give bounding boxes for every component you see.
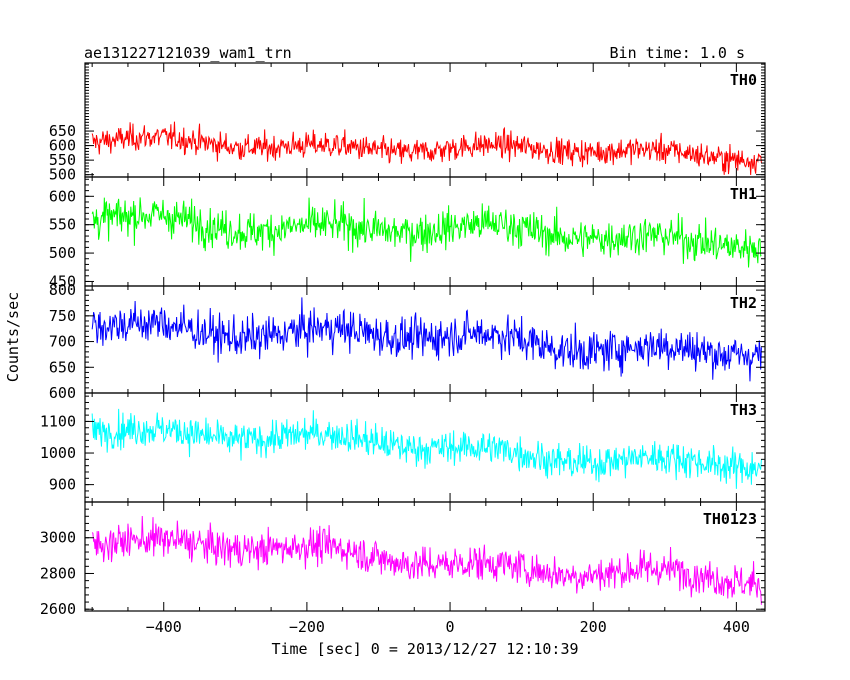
y-tick-label: 600 [49,137,76,155]
y-tick-label: 550 [49,151,76,169]
series-line-th0 [91,121,762,175]
y-tick-label: 650 [49,358,76,376]
y-tick-label: 700 [49,333,76,351]
panel-frame [84,501,766,612]
x-tick-label: 400 [723,618,750,636]
y-tick-label: 3000 [40,529,76,547]
y-tick-label: 1100 [40,412,76,430]
x-tick-label: 0 [446,618,455,636]
panel-th0123: 2600 2800 3000 TH0123 [40,501,766,618]
panel-frame [84,392,766,503]
y-tick-label: 600 [49,384,76,402]
panel-label-th0123: TH0123 [703,510,757,528]
panel-label-th3: TH3 [730,401,757,419]
y-tick-label: 500 [49,166,76,184]
y-tick-label: 1000 [40,444,76,462]
y-tick-label: 2800 [40,564,76,582]
series-line-th3 [91,408,762,489]
x-tick-label: 200 [580,618,607,636]
y-tick-label: 750 [49,307,76,325]
y-tick-label: 800 [49,281,76,299]
y-tick-label: 900 [49,476,76,494]
series-line-th0123 [91,515,762,605]
y-tick-label: 2600 [40,600,76,618]
y-tick-label: 600 [49,187,76,205]
panel-th2: 600 650 700 750 800 TH2 [49,281,766,402]
series-line-th1 [91,197,762,268]
x-tick-label: −400 [146,618,182,636]
y-tick-label: 500 [49,244,76,262]
y-tick-label: 450 [49,272,76,290]
bin-time-label: Bin time: 1.0 s [609,44,745,62]
series-line-th2 [91,297,762,382]
y-axis-label: Counts/sec [4,292,22,382]
plot-title: ae131227121039_wam1_trn [84,44,292,62]
panel-th1: 450 500 550 600 TH1 [49,176,766,290]
y-tick-label: 650 [49,122,76,140]
panel-label-th2: TH2 [730,294,757,312]
panel-label-th0: TH0 [730,71,757,89]
x-tick-label: −200 [289,618,325,636]
panel-th3: 900 1000 1100 TH3 [40,392,766,503]
y-tick-label: 550 [49,216,76,234]
panel-label-th1: TH1 [730,185,757,203]
x-axis-label: Time [sec] 0 = 2013/12/27 12:10:39 [271,640,578,658]
